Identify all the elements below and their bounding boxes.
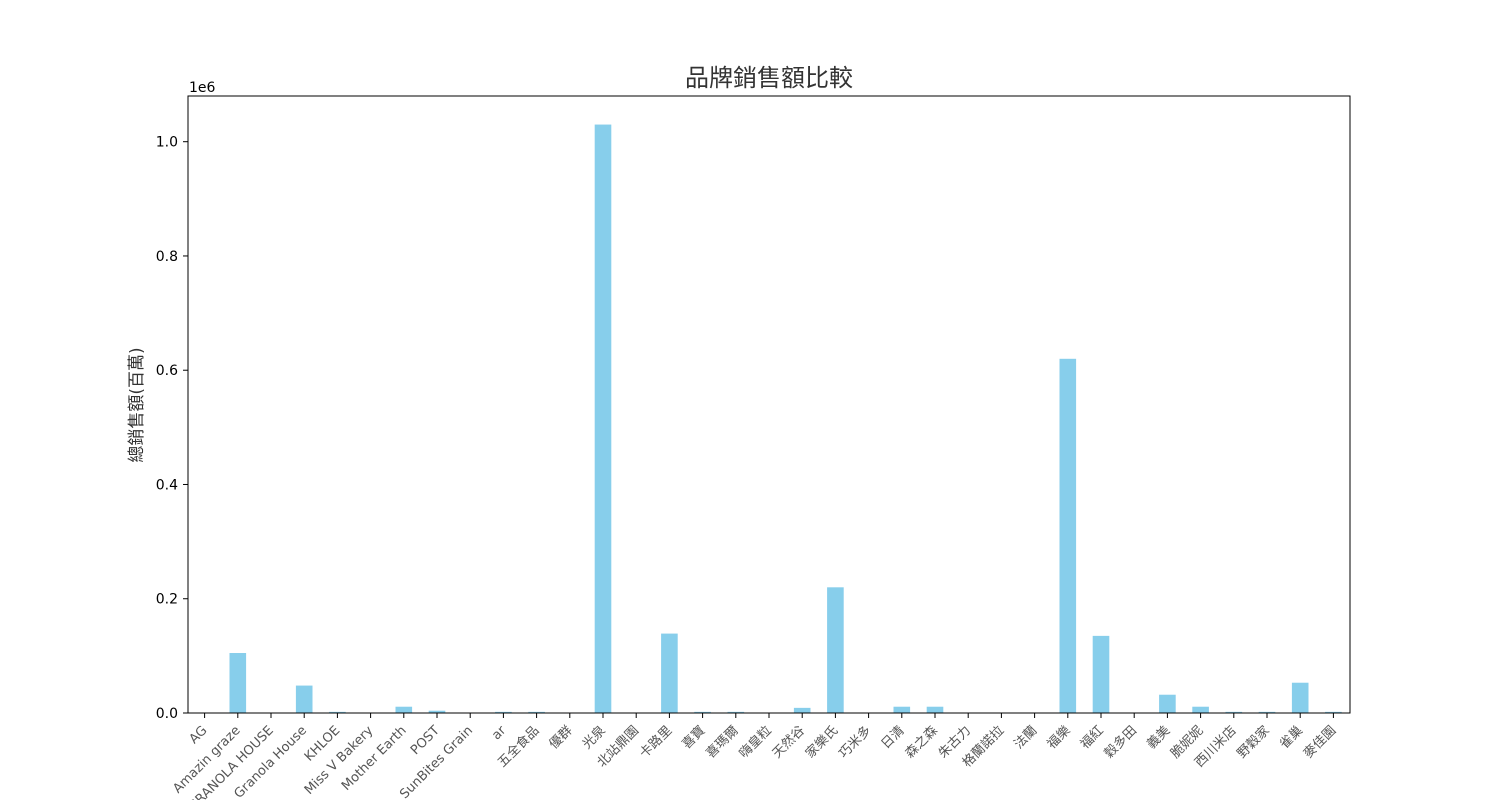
x-tick-label-18: 天然谷 <box>769 723 808 762</box>
x-tick-label-21: 日清 <box>879 723 908 752</box>
x-tick-label-29: 義美 <box>1144 723 1174 753</box>
bar-1 <box>229 653 247 713</box>
bar-12 <box>594 124 612 713</box>
y-tick-label-0: 0.0 <box>156 706 178 722</box>
bar-7 <box>428 710 446 713</box>
bar-31 <box>1225 711 1243 713</box>
bar-18 <box>793 707 811 713</box>
bar-34 <box>1325 711 1342 713</box>
x-tick-label-11: 優群 <box>547 723 576 752</box>
x-tick-label-33: 雀巢 <box>1277 723 1306 752</box>
y-axis-label: 總銷售額(百萬) <box>127 347 147 462</box>
x-tick-label-17: 嗨皇粒 <box>737 723 775 761</box>
x-tick-label-15: 喜寶 <box>679 723 709 753</box>
y-tick-label-1: 0.2 <box>156 592 178 608</box>
bar-27 <box>1092 635 1110 714</box>
x-tick-label-0: AG <box>187 723 211 747</box>
bars-group <box>229 124 1342 714</box>
x-tick-label-32: 野穀家 <box>1234 723 1273 762</box>
x-tick-label-26: 福樂 <box>1044 723 1074 753</box>
bar-14 <box>661 633 678 713</box>
bar-10 <box>528 711 545 713</box>
y-tick-label-5: 1.0 <box>156 135 178 151</box>
y-tick-label-2: 0.4 <box>156 477 178 493</box>
bar-4 <box>329 711 346 713</box>
x-tick-label-19: 家樂氏 <box>802 723 841 762</box>
bar-30 <box>1192 706 1209 713</box>
chart-title: 品牌銷售額比較 <box>685 64 853 92</box>
bar-26 <box>1059 358 1077 713</box>
x-tick-label-9: ar <box>489 723 509 743</box>
x-tick-label-12: 光泉 <box>579 723 609 753</box>
bar-33 <box>1291 682 1309 713</box>
x-tick-label-20: 巧米多 <box>836 723 875 762</box>
bar-22 <box>926 706 944 713</box>
y-tick-label-4: 0.8 <box>156 249 178 265</box>
x-tick-label-28: 穀多田 <box>1101 723 1140 762</box>
x-tick-label-16: 喜瑪爾 <box>703 723 741 761</box>
x-tick-label-22: 森之森 <box>903 723 941 761</box>
x-tick-label-14: 卡路里 <box>636 723 675 762</box>
bar-15 <box>694 711 711 713</box>
bar-9 <box>495 711 512 713</box>
bar-19 <box>827 587 844 713</box>
bar-6 <box>395 706 413 713</box>
x-tick-label-25: 法蘭 <box>1011 723 1041 753</box>
plot-area-frame <box>187 95 1351 714</box>
y-axis-offset-label: 1e6 <box>189 80 216 96</box>
bar-3 <box>295 685 313 713</box>
x-tick-label-27: 福紅 <box>1078 723 1107 752</box>
y-axis: 0.0 0.2 0.4 0.6 0.8 1.0 <box>156 135 188 722</box>
bar-16 <box>727 711 745 713</box>
bar-29 <box>1159 694 1176 713</box>
bar-32 <box>1258 711 1276 713</box>
bar-21 <box>893 706 911 713</box>
x-tick-label-34: 麥佳園 <box>1300 723 1339 762</box>
y-tick-label-3: 0.6 <box>156 363 178 379</box>
